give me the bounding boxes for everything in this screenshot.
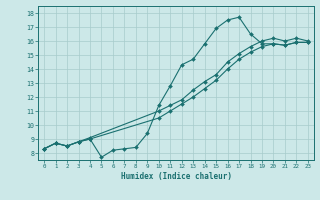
X-axis label: Humidex (Indice chaleur): Humidex (Indice chaleur) bbox=[121, 172, 231, 181]
